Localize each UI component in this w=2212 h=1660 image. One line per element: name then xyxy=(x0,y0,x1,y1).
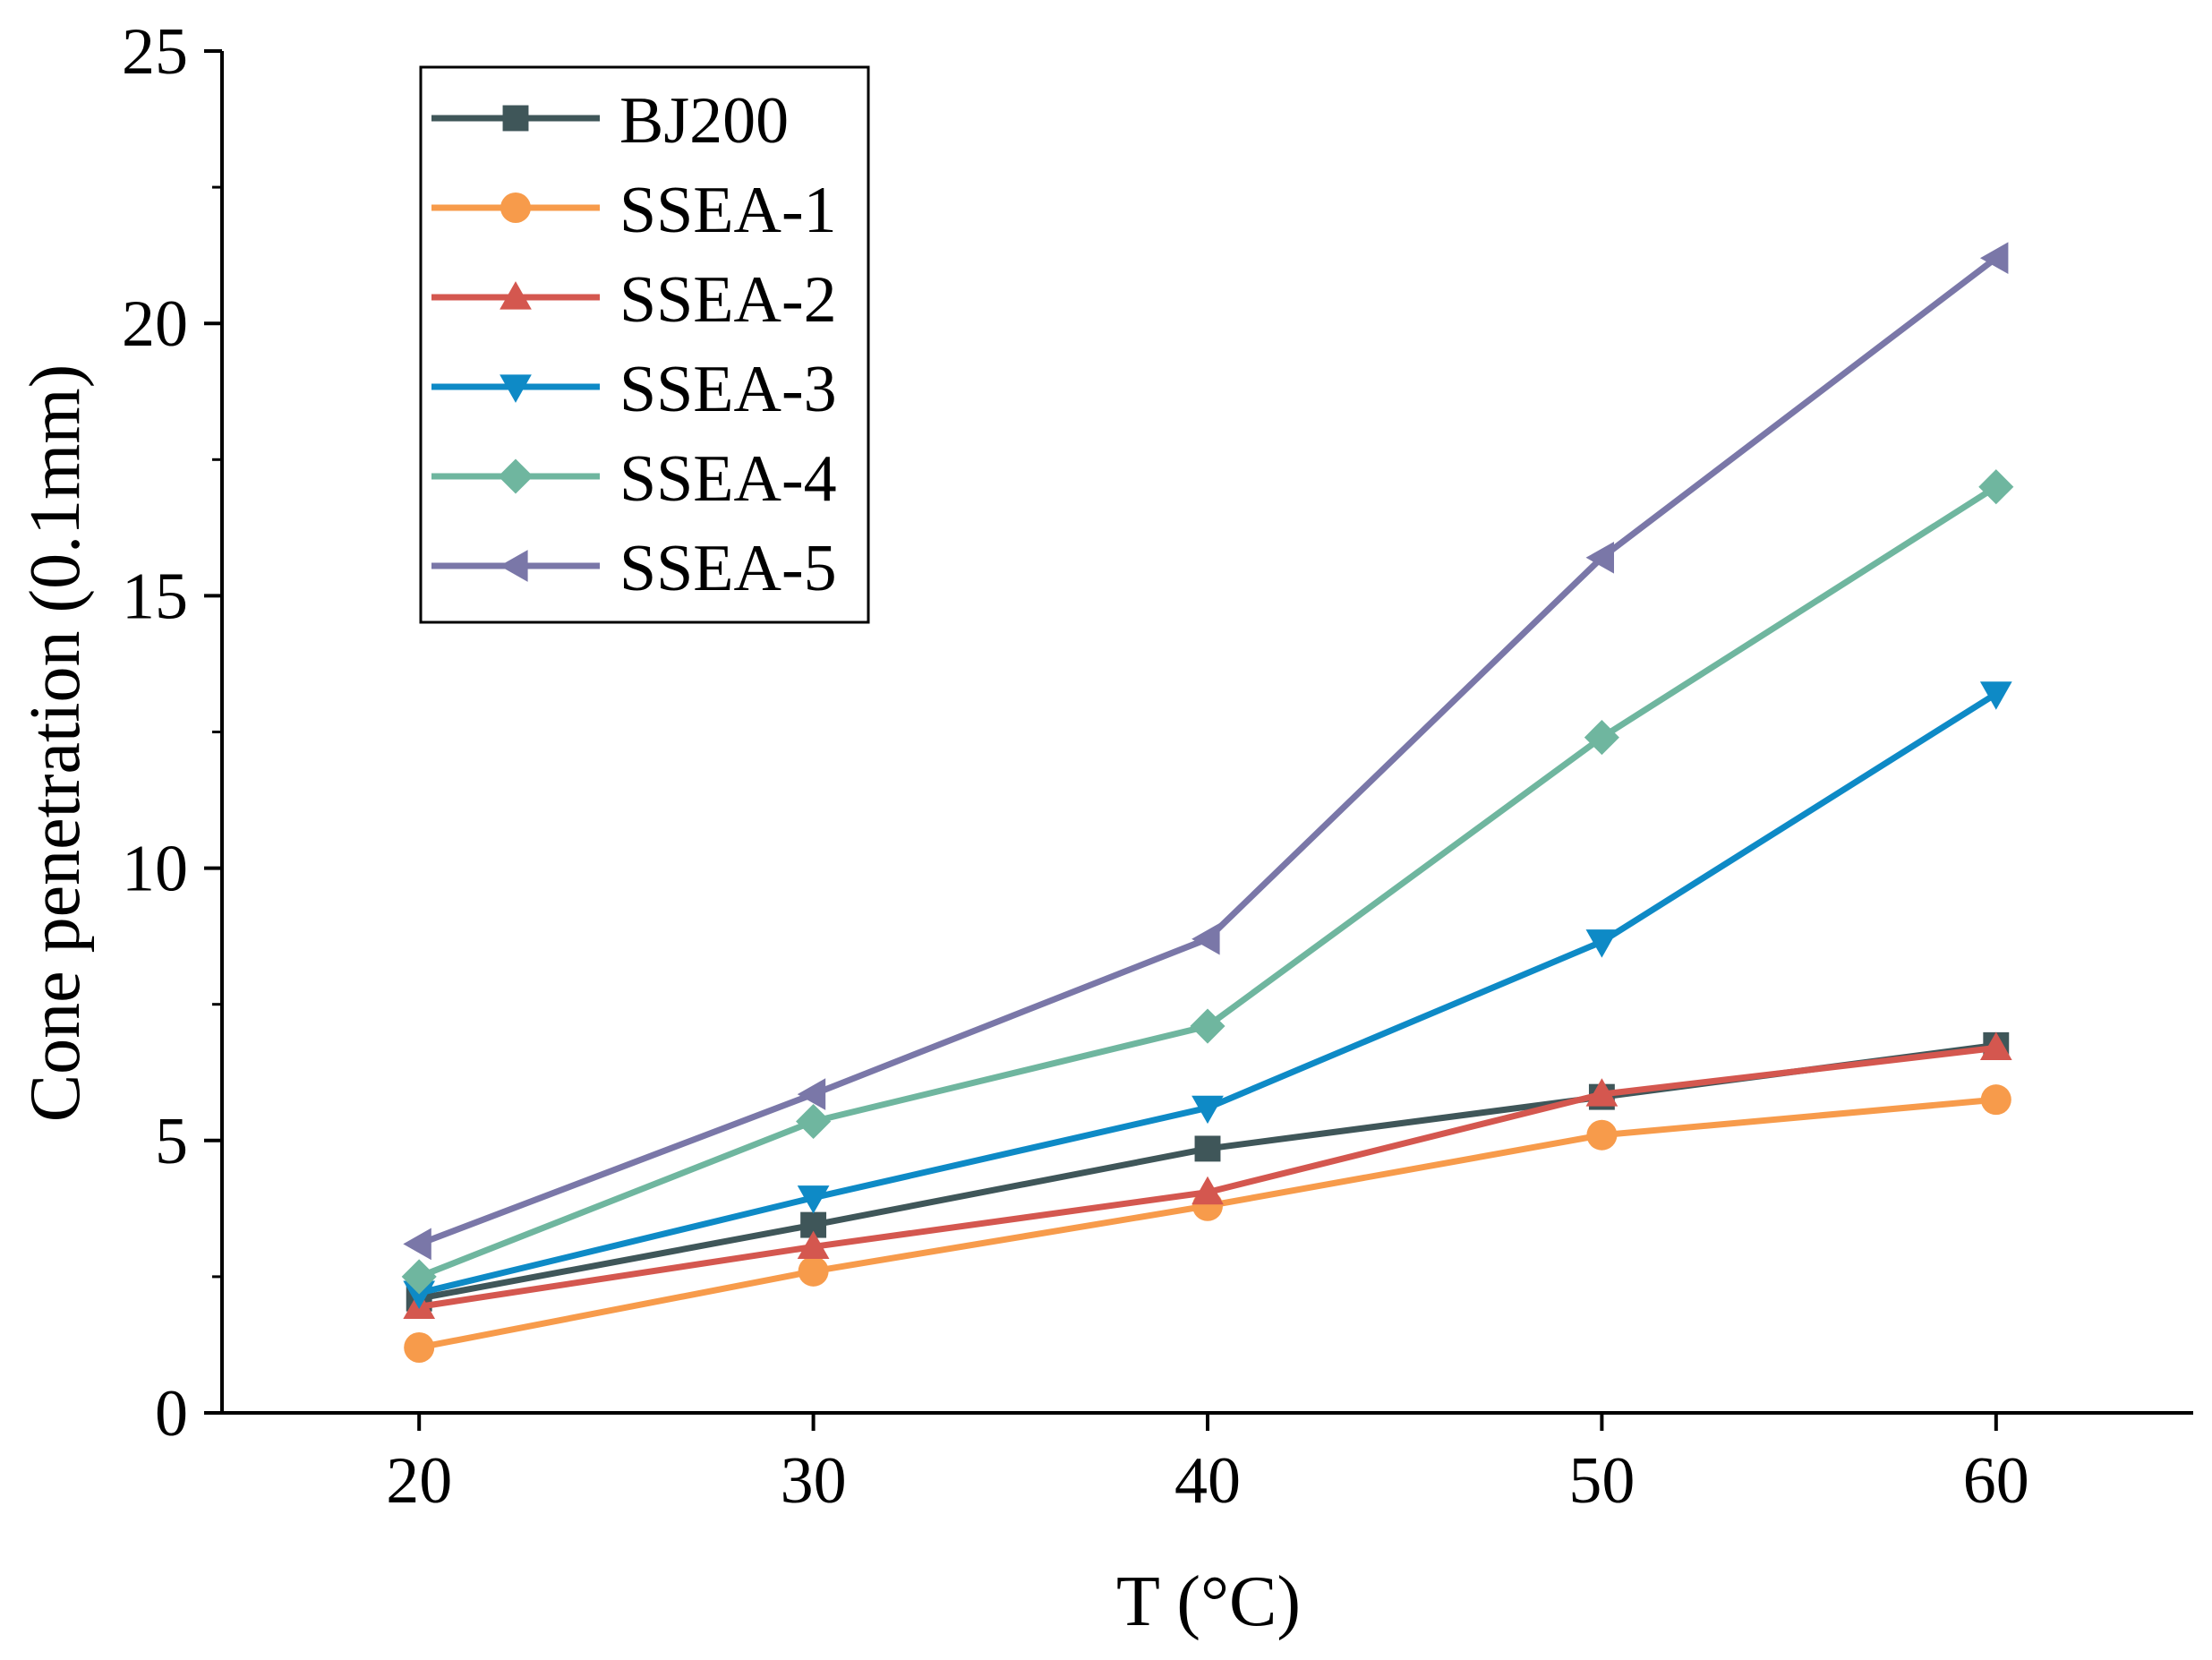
x-tick-label: 60 xyxy=(1963,1444,2029,1518)
data-point-ssea-2 xyxy=(797,1230,830,1260)
data-point-ssea-4 xyxy=(1190,1008,1226,1044)
x-tick-label: 30 xyxy=(781,1444,847,1518)
y-tick-label: 25 xyxy=(122,15,188,89)
legend-marker-ssea-3 xyxy=(500,374,532,403)
series-ssea-3 xyxy=(403,681,2012,1310)
data-point-bj200 xyxy=(1194,1135,1221,1162)
legend-marker-ssea-4 xyxy=(498,458,534,494)
legend-label-ssea-1: SSEA-1 xyxy=(619,174,837,247)
data-point-ssea-5 xyxy=(797,1078,826,1110)
series-ssea-1 xyxy=(404,1084,2011,1363)
x-tick-label: 50 xyxy=(1568,1444,1635,1518)
data-point-ssea-1 xyxy=(798,1255,829,1287)
data-point-ssea-3 xyxy=(797,1185,830,1214)
data-point-ssea-1 xyxy=(404,1331,435,1363)
data-point-ssea-1 xyxy=(1586,1119,1618,1151)
data-point-ssea-2 xyxy=(1585,1078,1618,1107)
data-point-ssea-3 xyxy=(1191,1095,1224,1125)
data-point-ssea-5 xyxy=(1979,242,2009,275)
series-line-bj200 xyxy=(418,1041,1997,1302)
legend-label-bj200: BJ200 xyxy=(619,84,789,158)
legend-marker-ssea-2 xyxy=(500,281,532,310)
series-ssea-2 xyxy=(403,1031,2012,1319)
data-point-ssea-3 xyxy=(1979,681,2012,710)
series-ssea-5 xyxy=(403,242,2009,1261)
legend-marker-bj200 xyxy=(502,105,529,132)
legend-label-ssea-4: SSEA-4 xyxy=(619,442,837,516)
y-axis-title: Cone penetration (0.1mm) xyxy=(16,364,95,1122)
legend-label-ssea-3: SSEA-3 xyxy=(619,353,837,426)
y-tick-label: 10 xyxy=(122,833,188,906)
x-tick-label: 40 xyxy=(1174,1444,1241,1518)
y-tick-label: 5 xyxy=(155,1105,188,1178)
data-point-ssea-4 xyxy=(1978,469,2014,505)
legend-label-ssea-2: SSEA-2 xyxy=(619,263,837,337)
data-point-ssea-5 xyxy=(403,1228,431,1261)
data-point-ssea-4 xyxy=(796,1103,832,1140)
y-tick-label: 0 xyxy=(155,1377,188,1450)
x-axis-title: T (°C) xyxy=(1116,1562,1301,1641)
data-point-ssea-4 xyxy=(401,1259,437,1295)
data-point-ssea-5 xyxy=(1585,541,1614,574)
data-point-ssea-5 xyxy=(1191,922,1220,955)
data-point-ssea-1 xyxy=(1980,1084,2011,1116)
data-point-ssea-3 xyxy=(403,1280,436,1310)
legend-label-ssea-5: SSEA-5 xyxy=(619,532,837,605)
axes: 20 30 40 50 60 0 5 10 15 20 25 xyxy=(122,15,2193,1518)
legend-marker-ssea-1 xyxy=(500,193,531,223)
y-tick-label: 20 xyxy=(122,287,188,361)
data-point-ssea-2 xyxy=(1191,1176,1224,1205)
legend-box xyxy=(419,65,870,624)
series-ssea-4 xyxy=(401,469,2014,1295)
legend: BJ200 SSEA-1 SSEA-2 SSEA-3 SSEA-4 SSEA-5 xyxy=(419,65,870,624)
legend-marker-ssea-5 xyxy=(500,550,528,582)
data-point-ssea-2 xyxy=(1979,1031,2012,1060)
x-tick-label: 20 xyxy=(386,1444,452,1518)
data-point-ssea-3 xyxy=(1585,929,1618,958)
y-tick-label: 15 xyxy=(122,560,188,633)
data-point-ssea-4 xyxy=(1584,720,1619,756)
series-layer xyxy=(401,242,2014,1363)
